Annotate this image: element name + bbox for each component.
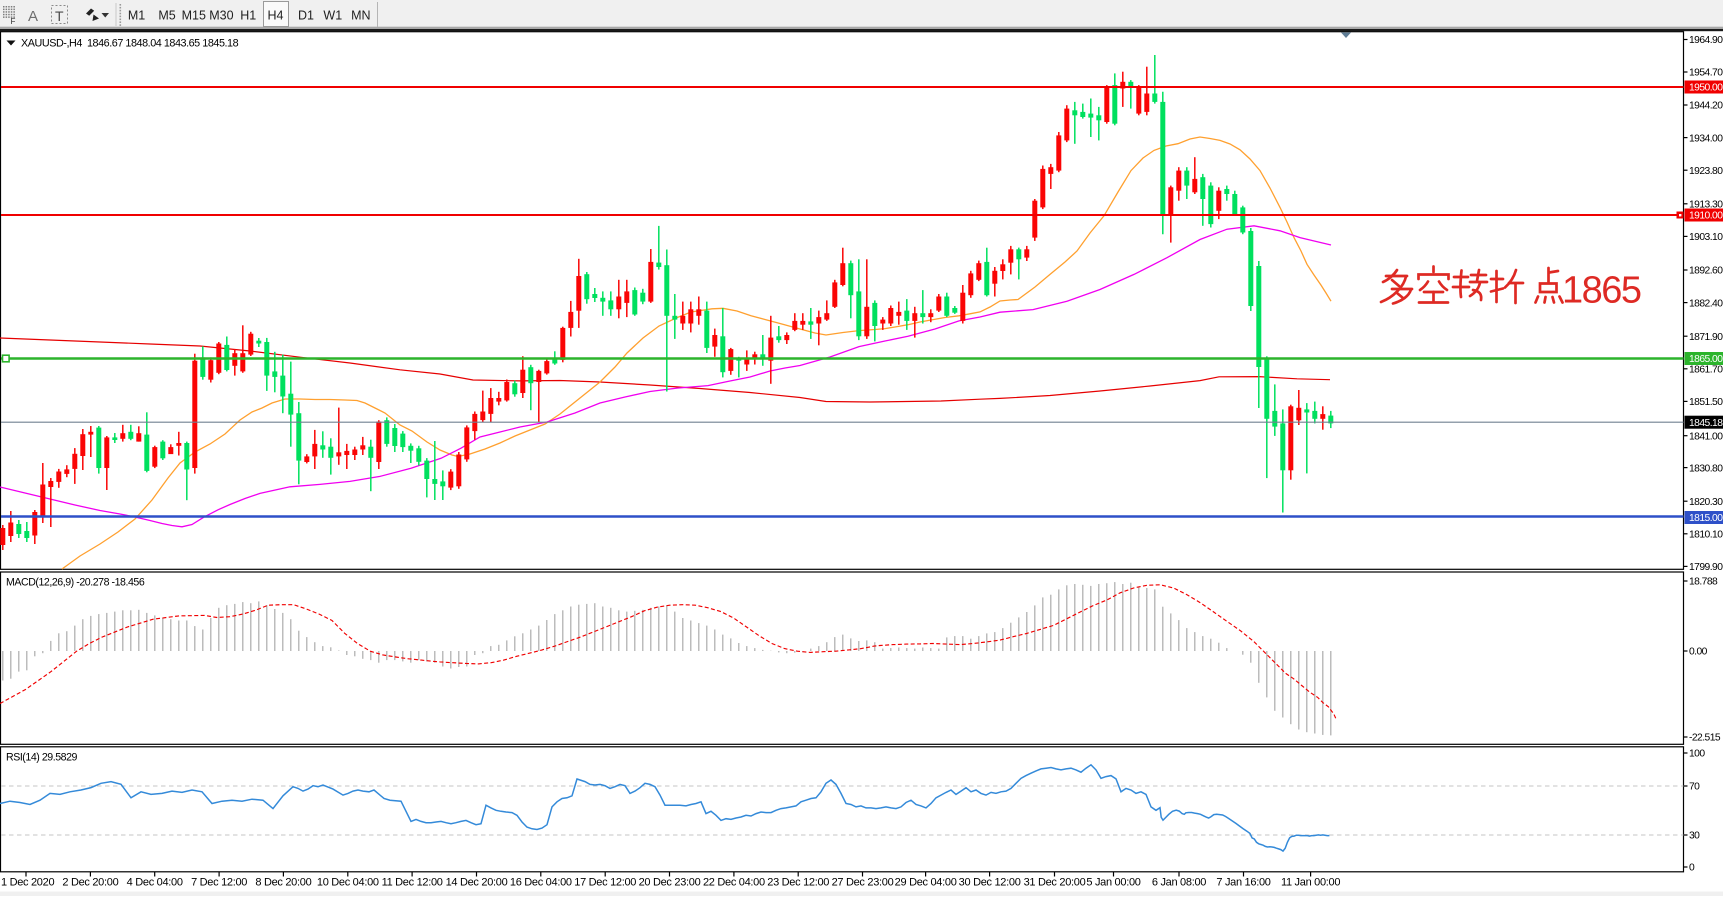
svg-text:1871.90: 1871.90 — [1689, 332, 1723, 343]
svg-text:0.00: 0.00 — [1689, 647, 1708, 658]
svg-text:0: 0 — [1689, 863, 1695, 874]
svg-text:7 Dec 12:00: 7 Dec 12:00 — [191, 877, 247, 889]
svg-text:MACD(12,26,9) -20.278 -18.456: MACD(12,26,9) -20.278 -18.456 — [6, 577, 145, 589]
svg-text:1950.00: 1950.00 — [1689, 83, 1723, 94]
svg-text:F: F — [11, 17, 16, 26]
svg-text:20 Dec 23:00: 20 Dec 23:00 — [639, 877, 701, 889]
svg-text:11 Dec 12:00: 11 Dec 12:00 — [382, 877, 443, 889]
svg-text:M1: M1 — [128, 9, 145, 23]
svg-text:1799.90: 1799.90 — [1689, 562, 1723, 573]
svg-text:31 Dec 20:00: 31 Dec 20:00 — [1024, 877, 1086, 889]
svg-text:70: 70 — [1689, 782, 1700, 793]
svg-text:1815.00: 1815.00 — [1689, 513, 1723, 524]
svg-text:10 Dec 04:00: 10 Dec 04:00 — [317, 877, 379, 889]
svg-text:5 Jan 00:00: 5 Jan 00:00 — [1086, 877, 1140, 889]
svg-text:100: 100 — [1689, 749, 1705, 760]
svg-text:4 Dec 04:00: 4 Dec 04:00 — [127, 877, 183, 889]
svg-text:1841.00: 1841.00 — [1689, 431, 1723, 442]
svg-text:D1: D1 — [298, 9, 314, 23]
svg-text:RSI(14) 29.5829: RSI(14) 29.5829 — [6, 752, 78, 764]
svg-text:1892.60: 1892.60 — [1689, 266, 1723, 277]
svg-text:1910.00: 1910.00 — [1689, 211, 1723, 222]
svg-text:14 Dec 20:00: 14 Dec 20:00 — [446, 877, 508, 889]
svg-text:1903.10: 1903.10 — [1689, 232, 1723, 243]
svg-text:11 Jan 00:00: 11 Jan 00:00 — [1281, 877, 1340, 889]
svg-text:1861.70: 1861.70 — [1689, 365, 1723, 376]
svg-text:M5: M5 — [158, 9, 175, 23]
svg-text:A: A — [28, 8, 38, 25]
svg-text:2 Dec 20:00: 2 Dec 20:00 — [62, 877, 118, 889]
svg-text:8 Dec 20:00: 8 Dec 20:00 — [255, 877, 311, 889]
svg-text:27 Dec 23:00: 27 Dec 23:00 — [832, 877, 894, 889]
svg-text:1830.80: 1830.80 — [1689, 463, 1723, 474]
svg-text:H4: H4 — [268, 9, 284, 23]
svg-text:1845.18: 1845.18 — [1689, 418, 1723, 429]
svg-text:1865.00: 1865.00 — [1689, 354, 1723, 365]
svg-text:H1: H1 — [240, 9, 256, 23]
svg-text:1882.40: 1882.40 — [1689, 298, 1723, 309]
svg-text:XAUUSD-,H4 1846.67 1848.04 18: XAUUSD-,H4 1846.67 1848.04 1843.65 1845.… — [21, 38, 239, 50]
svg-text:W1: W1 — [323, 9, 342, 23]
svg-text:MN: MN — [351, 9, 370, 23]
svg-text:1865: 1865 — [1562, 270, 1641, 312]
svg-text:6 Jan 08:00: 6 Jan 08:00 — [1152, 877, 1206, 889]
svg-text:1964.90: 1964.90 — [1689, 35, 1723, 46]
svg-text:1944.20: 1944.20 — [1689, 101, 1723, 112]
svg-text:T: T — [55, 8, 64, 24]
svg-text:29 Dec 04:00: 29 Dec 04:00 — [895, 877, 957, 889]
svg-text:30: 30 — [1689, 831, 1700, 842]
svg-text:1810.10: 1810.10 — [1689, 530, 1723, 541]
svg-text:-22.515: -22.515 — [1689, 733, 1721, 744]
svg-text:16 Dec 04:00: 16 Dec 04:00 — [510, 877, 572, 889]
svg-text:1954.70: 1954.70 — [1689, 68, 1723, 79]
svg-text:M15: M15 — [182, 9, 206, 23]
svg-text:22 Dec 04:00: 22 Dec 04:00 — [703, 877, 765, 889]
svg-text:23 Dec 12:00: 23 Dec 12:00 — [767, 877, 829, 889]
svg-text:30 Dec 12:00: 30 Dec 12:00 — [959, 877, 1021, 889]
svg-text:1934.00: 1934.00 — [1689, 133, 1723, 144]
svg-text:18.788: 18.788 — [1689, 577, 1718, 588]
svg-text:1820.30: 1820.30 — [1689, 497, 1723, 508]
svg-text:7 Jan 16:00: 7 Jan 16:00 — [1216, 877, 1270, 889]
svg-text:M30: M30 — [209, 9, 233, 23]
svg-text:17 Dec 12:00: 17 Dec 12:00 — [574, 877, 636, 889]
svg-text:1923.80: 1923.80 — [1689, 166, 1723, 177]
svg-text:1 Dec 2020: 1 Dec 2020 — [1, 877, 54, 889]
svg-text:1851.50: 1851.50 — [1689, 397, 1723, 408]
